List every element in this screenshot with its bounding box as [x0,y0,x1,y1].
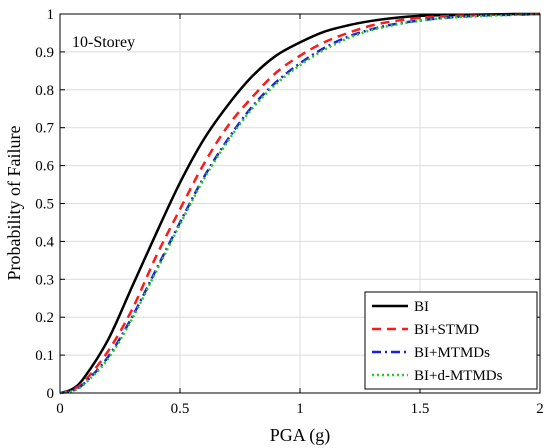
y-tick-label: 0.3 [35,272,54,288]
legend-label-4: BI+d-MTMDs [414,368,503,384]
x-tick-label: 1 [296,401,304,417]
annotation-text: 10-Storey [72,34,135,51]
y-tick-label: 0.2 [35,310,54,326]
y-axis-label: Probability of Failure [4,126,24,281]
legend-label-3: BI+MTMDs [414,345,490,361]
y-tick-label: 0.5 [35,197,54,213]
y-tick-label: 0.8 [35,83,54,99]
grid [59,13,541,394]
series-line-3 [59,12,541,395]
x-axis-label: PGA (g) [270,425,331,446]
y-tick-label: 0 [47,386,55,402]
x-tick-label: 2 [536,401,544,417]
series-line-4 [59,12,541,395]
legend-label-2: BI+STMD [414,322,479,338]
series-line-2 [59,12,541,395]
y-tick-label: 0.4 [35,234,54,250]
y-tick-label: 0.6 [35,159,54,175]
legend-label-1: BI [414,299,429,315]
y-tick-label: 0.7 [35,121,54,137]
series-layer [59,12,541,395]
ticks: 0 0.5 1 1.5 2 0 0.1 0.2 0.3 0.4 0.5 0.6 0.7 0.8 0.9 1 [35,7,544,417]
legend-box [364,291,538,390]
y-tick-label: 1 [47,7,55,23]
legend: BI BI+STMD BI+MTMDs BI+d-MTMDs [364,291,538,390]
y-tick-label: 0.9 [35,45,54,61]
x-tick-label: 0 [56,401,64,417]
x-tick-label: 0.5 [171,401,190,417]
x-tick-label: 1.5 [411,401,430,417]
y-tick-label: 0.1 [35,348,54,364]
